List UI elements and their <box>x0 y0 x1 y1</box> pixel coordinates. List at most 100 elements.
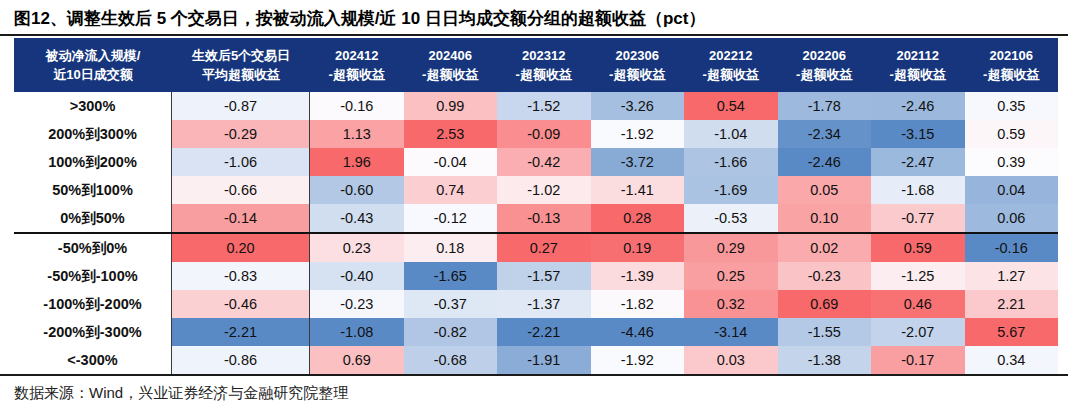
value-cell: -2.46 <box>871 92 965 120</box>
value-cell: 0.23 <box>310 234 404 262</box>
value-cell: -1.68 <box>871 176 965 204</box>
value-cell: 0.05 <box>778 176 872 204</box>
table-row: 200%到300%-0.291.132.53-0.09-1.92-1.04-2.… <box>14 120 1058 148</box>
value-cell: -1.92 <box>591 120 685 148</box>
header-cell-col1: 202412 -超额收益 <box>310 38 404 92</box>
table-header-row: 被动净流入规模/ 近10日成交额生效后5个交易日 平均超额收益202412 -超… <box>14 38 1058 92</box>
row-label: <-300% <box>14 346 172 374</box>
value-cell: -0.82 <box>404 318 498 346</box>
value-cell: 1.13 <box>310 120 404 148</box>
value-cell: 0.20 <box>172 234 310 262</box>
value-cell: -3.72 <box>591 148 685 176</box>
value-cell: -3.26 <box>591 92 685 120</box>
table-row: -50%到0%0.200.230.180.270.190.290.020.59-… <box>14 234 1058 262</box>
title-divider <box>0 34 1068 36</box>
value-cell: -0.04 <box>404 148 498 176</box>
header-cell-col8: 202106 -超额收益 <box>965 38 1059 92</box>
value-cell: -0.53 <box>684 204 778 232</box>
header-cell-col2: 202406 -超额收益 <box>404 38 498 92</box>
value-cell: 0.19 <box>591 234 685 262</box>
value-cell: -1.91 <box>497 346 591 374</box>
value-cell: -1.02 <box>497 176 591 204</box>
value-cell: -2.21 <box>497 318 591 346</box>
value-cell: 0.04 <box>965 176 1059 204</box>
figure-title: 图12、调整生效后 5 个交易日，按被动流入规模/近 10 日日均成交额分组的超… <box>0 0 1080 34</box>
value-cell: -2.21 <box>172 318 310 346</box>
value-cell: -1.52 <box>497 92 591 120</box>
value-cell: -1.37 <box>497 290 591 318</box>
value-cell: -0.43 <box>310 204 404 232</box>
value-cell: 0.35 <box>965 92 1059 120</box>
header-cell-col3: 202312 -超额收益 <box>497 38 591 92</box>
value-cell: -1.38 <box>778 346 872 374</box>
value-cell: 0.02 <box>778 234 872 262</box>
header-cell-col7: 202112 -超额收益 <box>871 38 965 92</box>
header-cell-col6: 202206 -超额收益 <box>778 38 872 92</box>
value-cell: -3.14 <box>684 318 778 346</box>
table-row: -50%到-100%-0.83-0.40-1.65-1.57-1.390.25-… <box>14 262 1058 290</box>
value-cell: -1.65 <box>404 262 498 290</box>
value-cell: -0.86 <box>172 346 310 374</box>
row-label: 50%到100% <box>14 176 172 204</box>
row-label: -200%到-300% <box>14 318 172 346</box>
value-cell: 0.03 <box>684 346 778 374</box>
table-row: -200%到-300%-2.21-1.08-0.82-2.21-4.46-3.1… <box>14 318 1058 346</box>
value-cell: -0.13 <box>497 204 591 232</box>
row-label: 200%到300% <box>14 120 172 148</box>
value-cell: -1.57 <box>497 262 591 290</box>
value-cell: 0.10 <box>778 204 872 232</box>
value-cell: 5.67 <box>965 318 1059 346</box>
value-cell: -0.37 <box>404 290 498 318</box>
value-cell: -0.17 <box>871 346 965 374</box>
value-cell: -1.55 <box>778 318 872 346</box>
header-cell-col0: 生效后5个交易日 平均超额收益 <box>172 38 310 92</box>
value-cell: -2.47 <box>871 148 965 176</box>
value-cell: -1.41 <box>591 176 685 204</box>
value-cell: -0.83 <box>172 262 310 290</box>
value-cell: -1.82 <box>591 290 685 318</box>
row-label: -100%到-200% <box>14 290 172 318</box>
table-row: -100%到-200%-0.46-0.23-0.37-1.37-1.820.32… <box>14 290 1058 318</box>
row-label: 0%到50% <box>14 204 172 232</box>
value-cell: -0.87 <box>172 92 310 120</box>
table-body: >300%-0.87-0.160.99-1.52-3.260.54-1.78-2… <box>14 92 1058 374</box>
value-cell: 2.21 <box>965 290 1059 318</box>
value-cell: 0.46 <box>871 290 965 318</box>
value-cell: 0.34 <box>965 346 1059 374</box>
value-cell: 0.39 <box>965 148 1059 176</box>
data-source-note: 数据来源：Wind，兴业证券经济与金融研究院整理 <box>0 376 1080 403</box>
value-cell: -4.46 <box>591 318 685 346</box>
value-cell: -0.42 <box>497 148 591 176</box>
value-cell: 1.27 <box>965 262 1059 290</box>
header-cell-col4: 202306 -超额收益 <box>591 38 685 92</box>
value-cell: 0.54 <box>684 92 778 120</box>
value-cell: -0.29 <box>172 120 310 148</box>
value-cell: 0.18 <box>404 234 498 262</box>
value-cell: 2.53 <box>404 120 498 148</box>
value-cell: -0.68 <box>404 346 498 374</box>
value-cell: -0.16 <box>965 234 1059 262</box>
value-cell: 0.25 <box>684 262 778 290</box>
value-cell: 0.29 <box>684 234 778 262</box>
row-label: -50%到0% <box>14 234 172 262</box>
value-cell: -1.04 <box>684 120 778 148</box>
value-cell: -2.46 <box>778 148 872 176</box>
value-cell: 0.59 <box>871 234 965 262</box>
value-cell: 0.32 <box>684 290 778 318</box>
value-cell: -0.23 <box>778 262 872 290</box>
value-cell: -1.06 <box>172 148 310 176</box>
value-cell: -0.16 <box>310 92 404 120</box>
value-cell: 0.06 <box>965 204 1059 232</box>
value-cell: -2.34 <box>778 120 872 148</box>
value-cell: 0.59 <box>965 120 1059 148</box>
table-row: 0%到50%-0.14-0.43-0.12-0.130.28-0.530.10-… <box>14 204 1058 232</box>
table-row: 50%到100%-0.66-0.600.74-1.02-1.41-1.690.0… <box>14 176 1058 204</box>
value-cell: -1.39 <box>591 262 685 290</box>
value-cell: -0.14 <box>172 204 310 232</box>
value-cell: 0.99 <box>404 92 498 120</box>
value-cell: -0.60 <box>310 176 404 204</box>
value-cell: -0.23 <box>310 290 404 318</box>
value-cell: 0.69 <box>778 290 872 318</box>
value-cell: -1.25 <box>871 262 965 290</box>
value-cell: -1.08 <box>310 318 404 346</box>
